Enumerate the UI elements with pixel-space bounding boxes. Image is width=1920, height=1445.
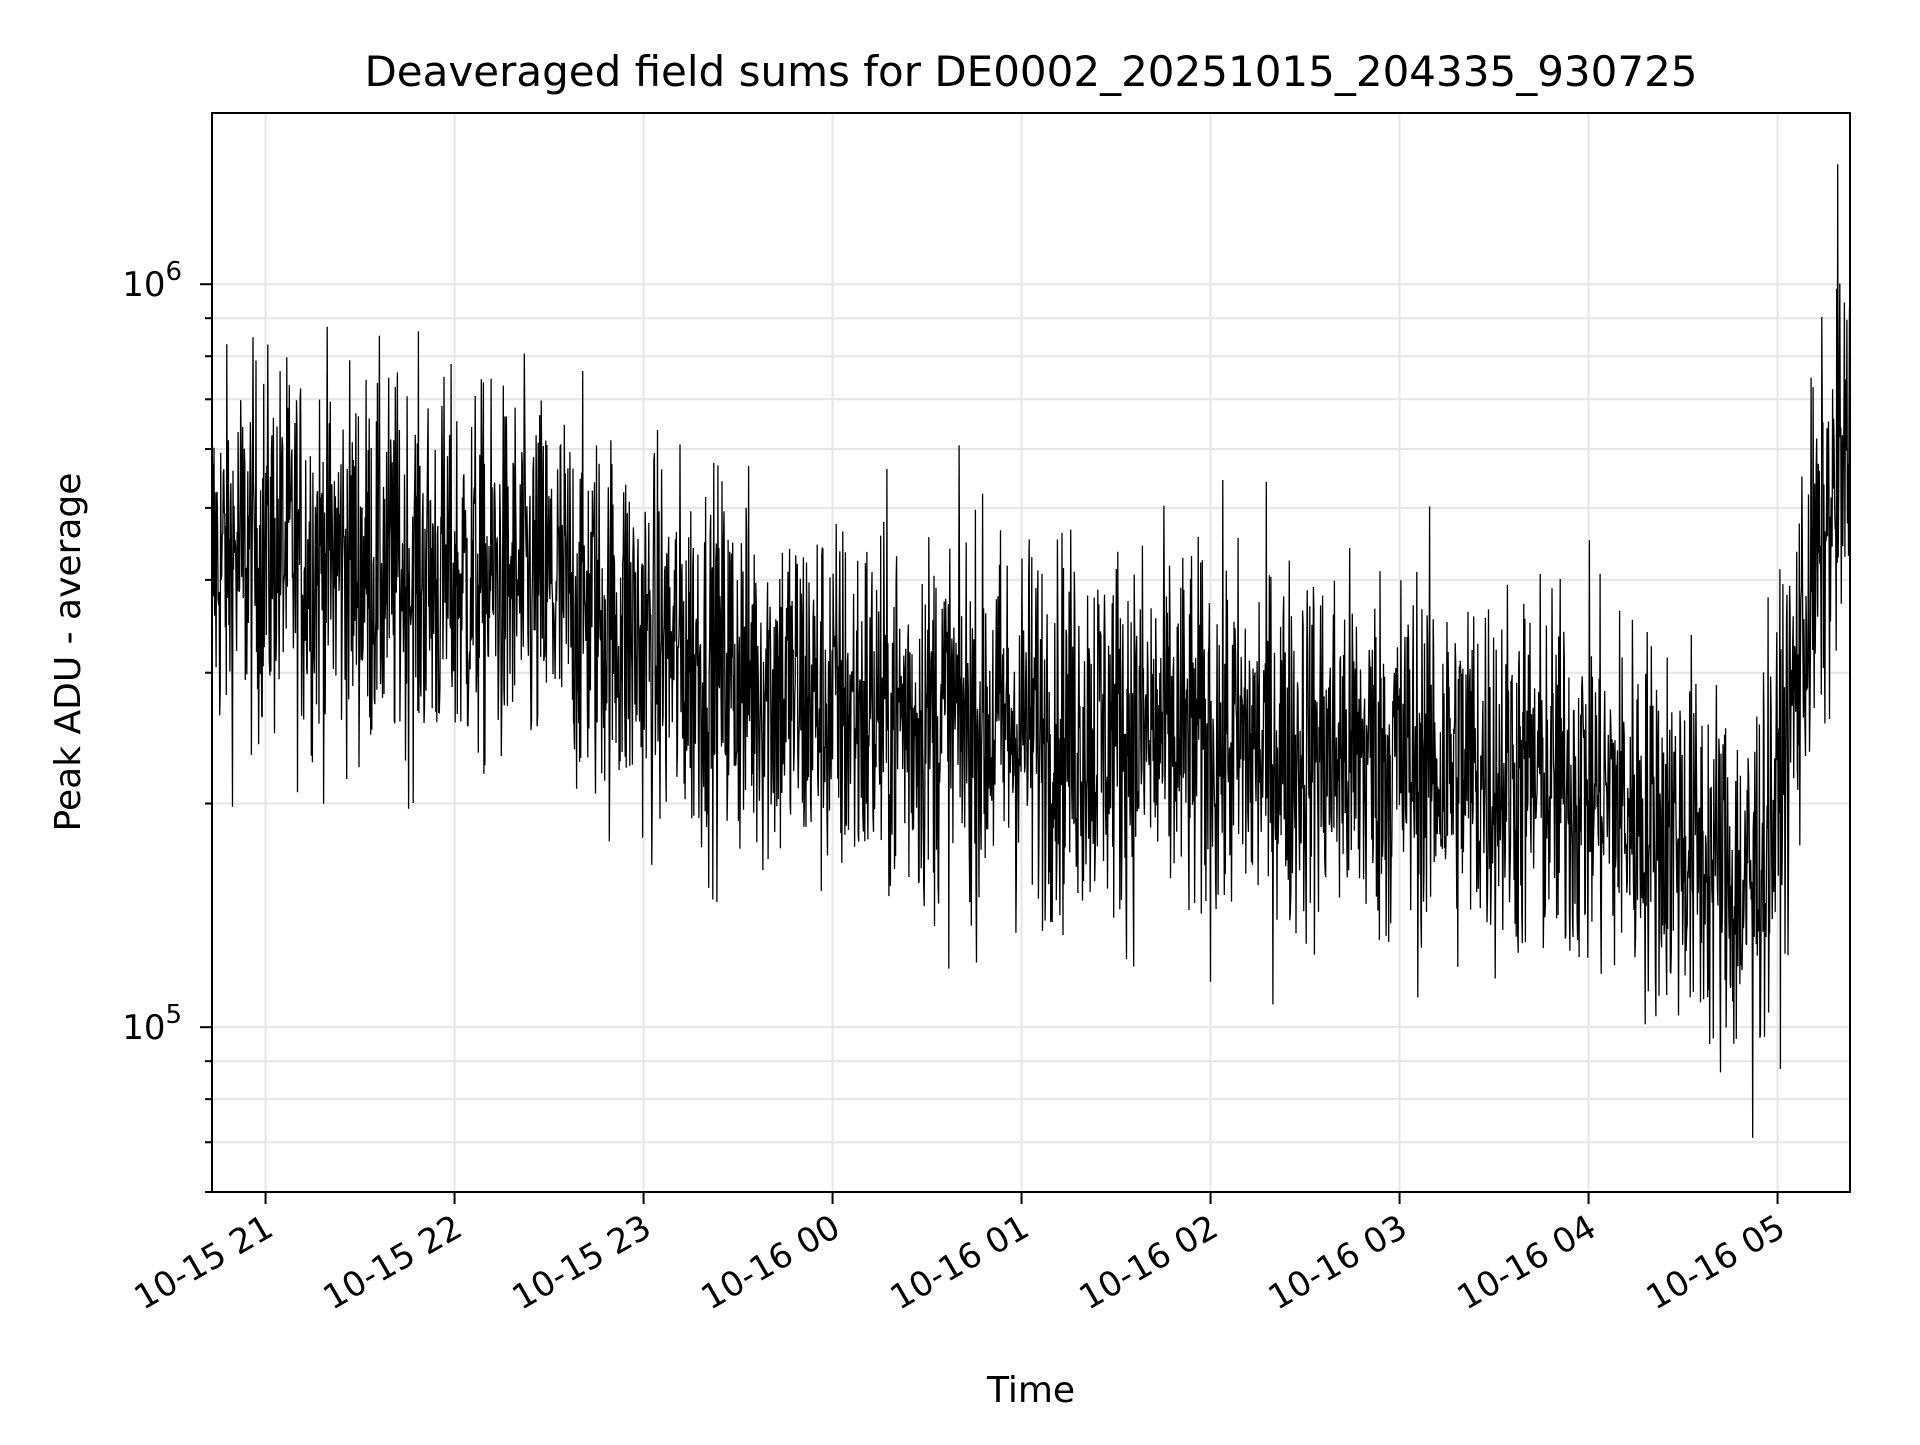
y-axis-label: Peak ADU - average (48, 473, 89, 832)
data-series-line (211, 164, 1851, 1138)
x-axis-label: Time (986, 1370, 1075, 1411)
plot-frame (211, 112, 1851, 1193)
y-tick-label-exponent: 5 (165, 1000, 182, 1030)
y-tick-label-base: 10 (122, 1008, 165, 1048)
chart-title: Deaveraged field sums for DE0002_2025101… (364, 47, 1697, 96)
y-tick-label: 106 (122, 257, 182, 305)
y-tick-label: 105 (122, 1000, 182, 1048)
y-tick-label-exponent: 6 (165, 257, 182, 287)
y-tick-label-base: 10 (122, 265, 165, 305)
data-layer (211, 164, 1851, 1138)
